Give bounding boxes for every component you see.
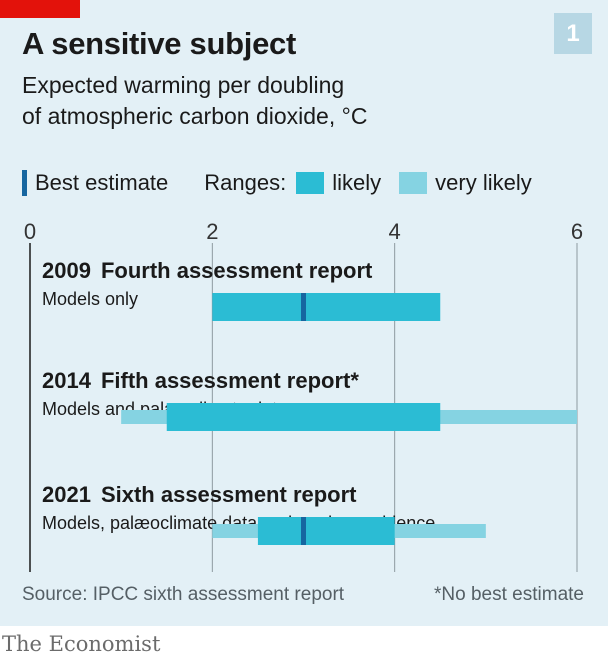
chart-subtitle: Expected warming per doubling of atmosph… <box>22 70 367 132</box>
economist-logo-text: The Economist <box>2 632 161 656</box>
x-tick-label-0: 0 <box>24 219 36 244</box>
source-note: Source: IPCC sixth assessment report <box>22 584 345 605</box>
chart-title: A sensitive subject <box>22 26 296 61</box>
report-heading-2014: 2014 Fifth assessment report* <box>42 368 359 393</box>
legend-likely-label: likely <box>332 170 382 195</box>
report-year-2021: 2021 <box>42 482 91 507</box>
legend-likely-swatch <box>296 172 325 194</box>
subtitle-line-1: Expected warming per doubling <box>22 72 345 98</box>
report-name-2014: Fifth assessment report* <box>101 368 359 393</box>
report-year-2014: 2014 <box>42 368 92 393</box>
x-tick-label-6: 6 <box>571 219 583 244</box>
chart-legend: Best estimate Ranges: likely very likely <box>22 168 532 198</box>
x-tick-label-2: 2 <box>206 219 218 244</box>
best-estimate-2009 <box>301 293 306 321</box>
footnote: *No best estimate <box>434 584 584 605</box>
report-heading-2021: 2021 Sixth assessment report <box>42 482 357 507</box>
legend-ranges-label: Ranges: <box>204 170 287 195</box>
legend-very-likely-label: very likely <box>435 170 532 195</box>
x-tick-label-4: 4 <box>389 219 401 244</box>
economist-red-tag <box>0 0 80 18</box>
subtitle-line-2: of atmospheric carbon dioxide, °C <box>22 103 368 129</box>
likely-range-2021 <box>257 517 395 545</box>
legend-best-estimate-marker <box>22 170 27 196</box>
report-name-2009: Fourth assessment report <box>101 258 373 283</box>
report-heading-2009: 2009 Fourth assessment report <box>42 258 373 283</box>
report-note-2009: Models only <box>42 289 138 309</box>
legend-very-likely-swatch <box>399 172 428 194</box>
likely-range-2009 <box>212 293 441 321</box>
legend-best-estimate-label: Best estimate <box>35 170 169 195</box>
range-chart: 0 2 4 6 2009 Fourth assessment report Models o… <box>24 219 583 572</box>
likely-range-2014 <box>166 403 441 431</box>
chart-number-badge: 1 <box>554 13 592 54</box>
report-name-2021: Sixth assessment report <box>101 482 357 507</box>
report-year-2009: 2009 <box>42 258 91 283</box>
best-estimate-2021 <box>301 517 306 545</box>
